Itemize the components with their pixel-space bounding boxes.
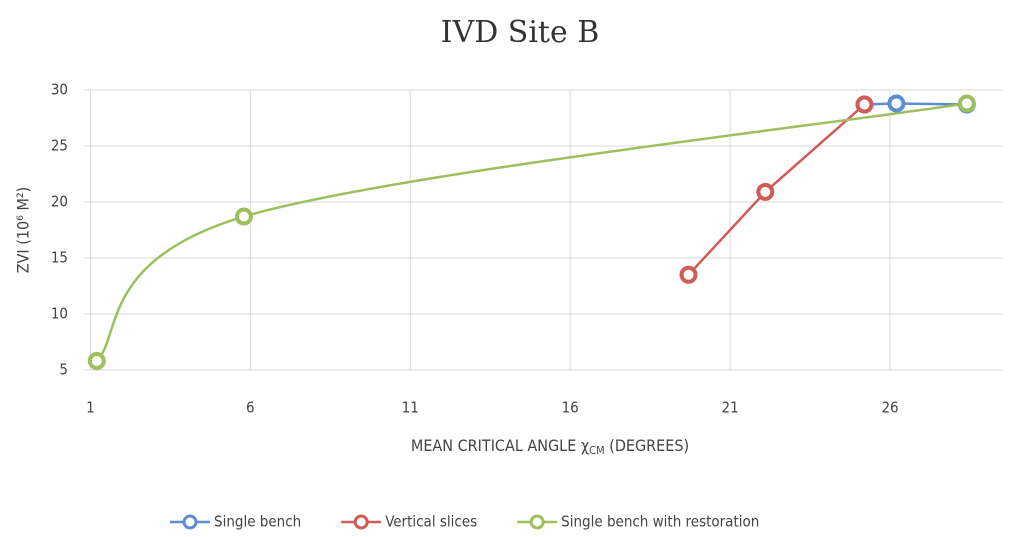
x-tick-label: 11 — [402, 399, 419, 417]
x-tick-label: 21 — [722, 399, 739, 417]
y-tick-label: 30 — [51, 81, 68, 99]
y-axis-label: ZVI (10⁶ M²) — [14, 187, 33, 274]
marker — [234, 207, 253, 226]
marker — [887, 94, 906, 113]
x-label-part: MEAN CRITICAL ANGLE χ — [411, 436, 589, 455]
chart-title: IVD Site B — [441, 15, 600, 50]
x-tick-label: 26 — [881, 399, 898, 417]
y-tick-label: 25 — [51, 137, 68, 155]
y-tick-label: 15 — [51, 249, 68, 267]
y-tick-label: 20 — [51, 193, 68, 211]
x-tick-label: 6 — [246, 399, 255, 417]
x-axis-label: MEAN CRITICAL ANGLE χCM (DEGREES) — [411, 436, 689, 458]
series-line — [95, 102, 968, 362]
marker — [679, 265, 698, 284]
marker — [855, 95, 874, 114]
x-label-part: (DEGREES) — [605, 436, 689, 455]
legend-marker — [353, 514, 369, 530]
marker — [756, 182, 775, 201]
marker — [87, 352, 106, 371]
x-tick-label: 1 — [86, 399, 95, 417]
y-tick-label: 5 — [59, 361, 68, 379]
y-tick-label: 10 — [51, 305, 68, 323]
series-line — [864, 102, 967, 106]
legend-label: Single bench — [214, 513, 301, 531]
legend-label: Vertical slices — [385, 513, 477, 531]
x-tick-label: 16 — [562, 399, 579, 417]
x-label-subscript: CM — [589, 444, 604, 457]
legend-marker — [529, 514, 545, 530]
marker — [957, 94, 976, 113]
legend-marker — [182, 514, 198, 530]
legend-label: Single bench with restoration — [561, 513, 759, 531]
